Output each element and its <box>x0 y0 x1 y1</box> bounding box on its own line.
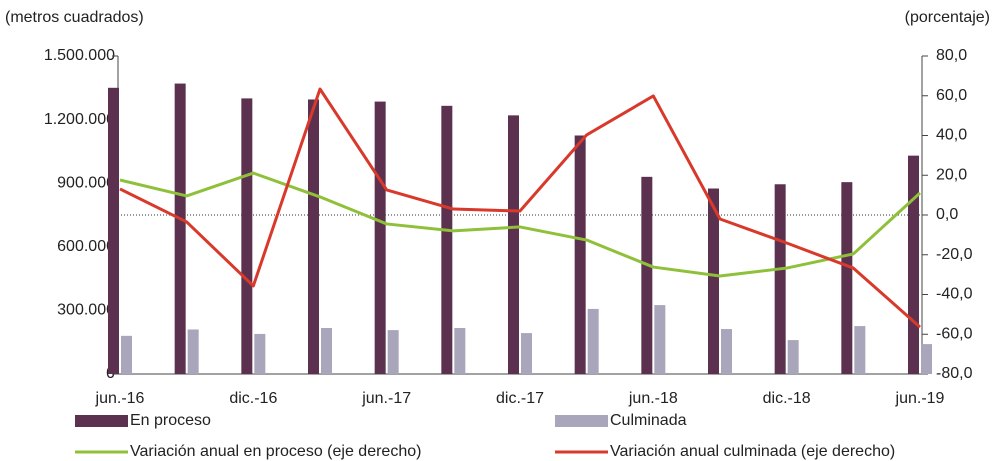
y2-tick-label: 40,0 <box>936 127 967 144</box>
x-tick-label: dic.-16 <box>229 390 277 407</box>
y2-tick-label: 20,0 <box>936 166 967 183</box>
legend-swatch <box>75 415 128 427</box>
legend-label: En proceso <box>130 412 211 429</box>
bar <box>854 326 866 374</box>
bar <box>308 99 319 375</box>
bar <box>254 333 266 374</box>
legend-swatch <box>555 415 608 427</box>
bar <box>574 135 586 374</box>
y-tick-label: 1.200.000 <box>44 111 115 128</box>
bar <box>441 105 453 374</box>
bar <box>921 344 932 374</box>
bar <box>321 327 332 374</box>
x-tick-label: dic.-17 <box>496 390 544 407</box>
bar <box>174 83 186 374</box>
bar <box>387 330 399 374</box>
y-tick-label: 300.000 <box>57 302 115 319</box>
bar <box>521 333 532 374</box>
bar <box>721 329 732 374</box>
y2-tick-label: 0,0 <box>936 206 958 223</box>
y2-tick-label: -80,0 <box>936 365 973 382</box>
bar <box>654 305 666 374</box>
bar <box>787 340 799 374</box>
x-tick-label: jun.-16 <box>95 390 145 407</box>
legend-label: Culminada <box>610 412 687 429</box>
bar <box>908 155 919 374</box>
bar <box>508 115 519 375</box>
bar <box>454 327 466 374</box>
x-tick-label: jun.-19 <box>895 390 945 407</box>
bar <box>708 188 719 374</box>
bar <box>108 87 119 375</box>
bar <box>841 182 853 374</box>
y2-axis-label: (porcentaje) <box>905 9 990 26</box>
y-tick-label: 900.000 <box>57 174 115 191</box>
y-tick-label: 600.000 <box>57 238 115 255</box>
y2-tick-label: 80,0 <box>936 47 967 64</box>
bar <box>187 329 199 374</box>
bar <box>241 98 253 375</box>
y2-tick-label: -60,0 <box>936 325 973 342</box>
bar <box>121 335 132 374</box>
x-tick-label: dic.-18 <box>763 390 811 407</box>
y2-tick-label: -40,0 <box>936 286 973 303</box>
y2-tick-label: -20,0 <box>936 246 973 263</box>
legend-label: Variación anual culminada (eje derecho) <box>610 443 895 460</box>
y-tick-label: 1.500.000 <box>44 47 115 64</box>
legend-label: Variación anual en proceso (eje derecho) <box>130 443 421 460</box>
bar <box>641 176 653 374</box>
x-tick-label: jun.-18 <box>628 390 678 407</box>
y-axis-label: (metros cuadrados) <box>5 9 144 26</box>
bar <box>587 308 599 374</box>
bar <box>774 184 786 374</box>
y2-tick-label: 60,0 <box>936 87 967 104</box>
bar <box>374 101 386 374</box>
x-tick-label: jun.-17 <box>361 390 411 407</box>
line-series <box>119 87 921 329</box>
line-series <box>119 171 922 278</box>
